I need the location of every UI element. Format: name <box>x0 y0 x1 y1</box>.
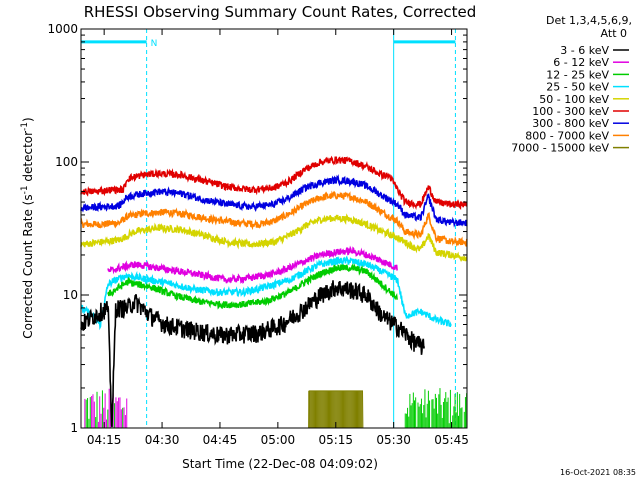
series-line <box>107 245 398 285</box>
legend-label: 7000 - 15000 keV <box>511 142 609 155</box>
legend-label: 100 - 300 keV <box>532 105 609 118</box>
x-tick-label: 04:30 <box>145 433 180 447</box>
x-tick-label: 05:00 <box>261 433 296 447</box>
x-tick-label: 05:45 <box>434 433 469 447</box>
y-label-sup2: -1 <box>20 122 30 131</box>
y-label-end: ) <box>21 117 35 122</box>
plot-frame <box>80 28 468 429</box>
legend-label: 25 - 50 keV <box>546 81 609 94</box>
y-label-sup1: -1 <box>20 185 30 194</box>
series-line <box>80 190 468 248</box>
y-tick-label: 10 <box>63 288 78 302</box>
y-label-mid: detector <box>21 131 35 186</box>
legend-label: 6 - 12 keV <box>553 56 609 69</box>
series-line <box>80 155 468 211</box>
series-line <box>80 280 425 428</box>
legend-header-line-1: Det 1,3,4,5,6,9, <box>546 14 632 27</box>
x-axis-label: Start Time (22-Dec-08 04:09:02) <box>182 457 378 471</box>
plot-area <box>80 29 468 429</box>
legend-label: 12 - 25 keV <box>546 68 609 81</box>
x-tick-label: 04:15 <box>87 433 122 447</box>
y-tick-label: 1000 <box>47 22 78 36</box>
y-tick-label: 1 <box>70 421 78 435</box>
y-label-main: Corrected Count Rate (s <box>21 194 35 338</box>
legend-label: 50 - 100 keV <box>539 93 609 106</box>
series-line <box>80 213 468 263</box>
axis-ticks: 04:15 04:30 04:45 05:00 05:15 05:30 05:45 1 10 10… <box>47 22 468 447</box>
y-tick-label: 100 <box>55 155 78 169</box>
series-line <box>107 263 398 310</box>
x-tick-label: 05:15 <box>318 433 353 447</box>
annotations: N <box>151 39 158 49</box>
footer-timestamp: 16-Oct-2021 08:35 <box>560 468 636 477</box>
series-line <box>80 174 468 228</box>
legend-header-line-2: Att 0 <box>601 27 627 40</box>
y-axis-label: Corrected Count Rate (s-1 detector-1) <box>20 117 35 338</box>
x-tick-label: 05:30 <box>376 433 411 447</box>
legend-label: 800 - 7000 keV <box>525 129 609 142</box>
annotation-label: N <box>151 39 158 49</box>
legend-label: 300 - 800 keV <box>532 117 609 130</box>
series-line <box>80 255 452 331</box>
legend-label: 3 - 6 keV <box>560 44 609 57</box>
x-tick-label: 04:45 <box>203 433 238 447</box>
chart-title: RHESSI Observing Summary Count Rates, Co… <box>84 3 477 21</box>
